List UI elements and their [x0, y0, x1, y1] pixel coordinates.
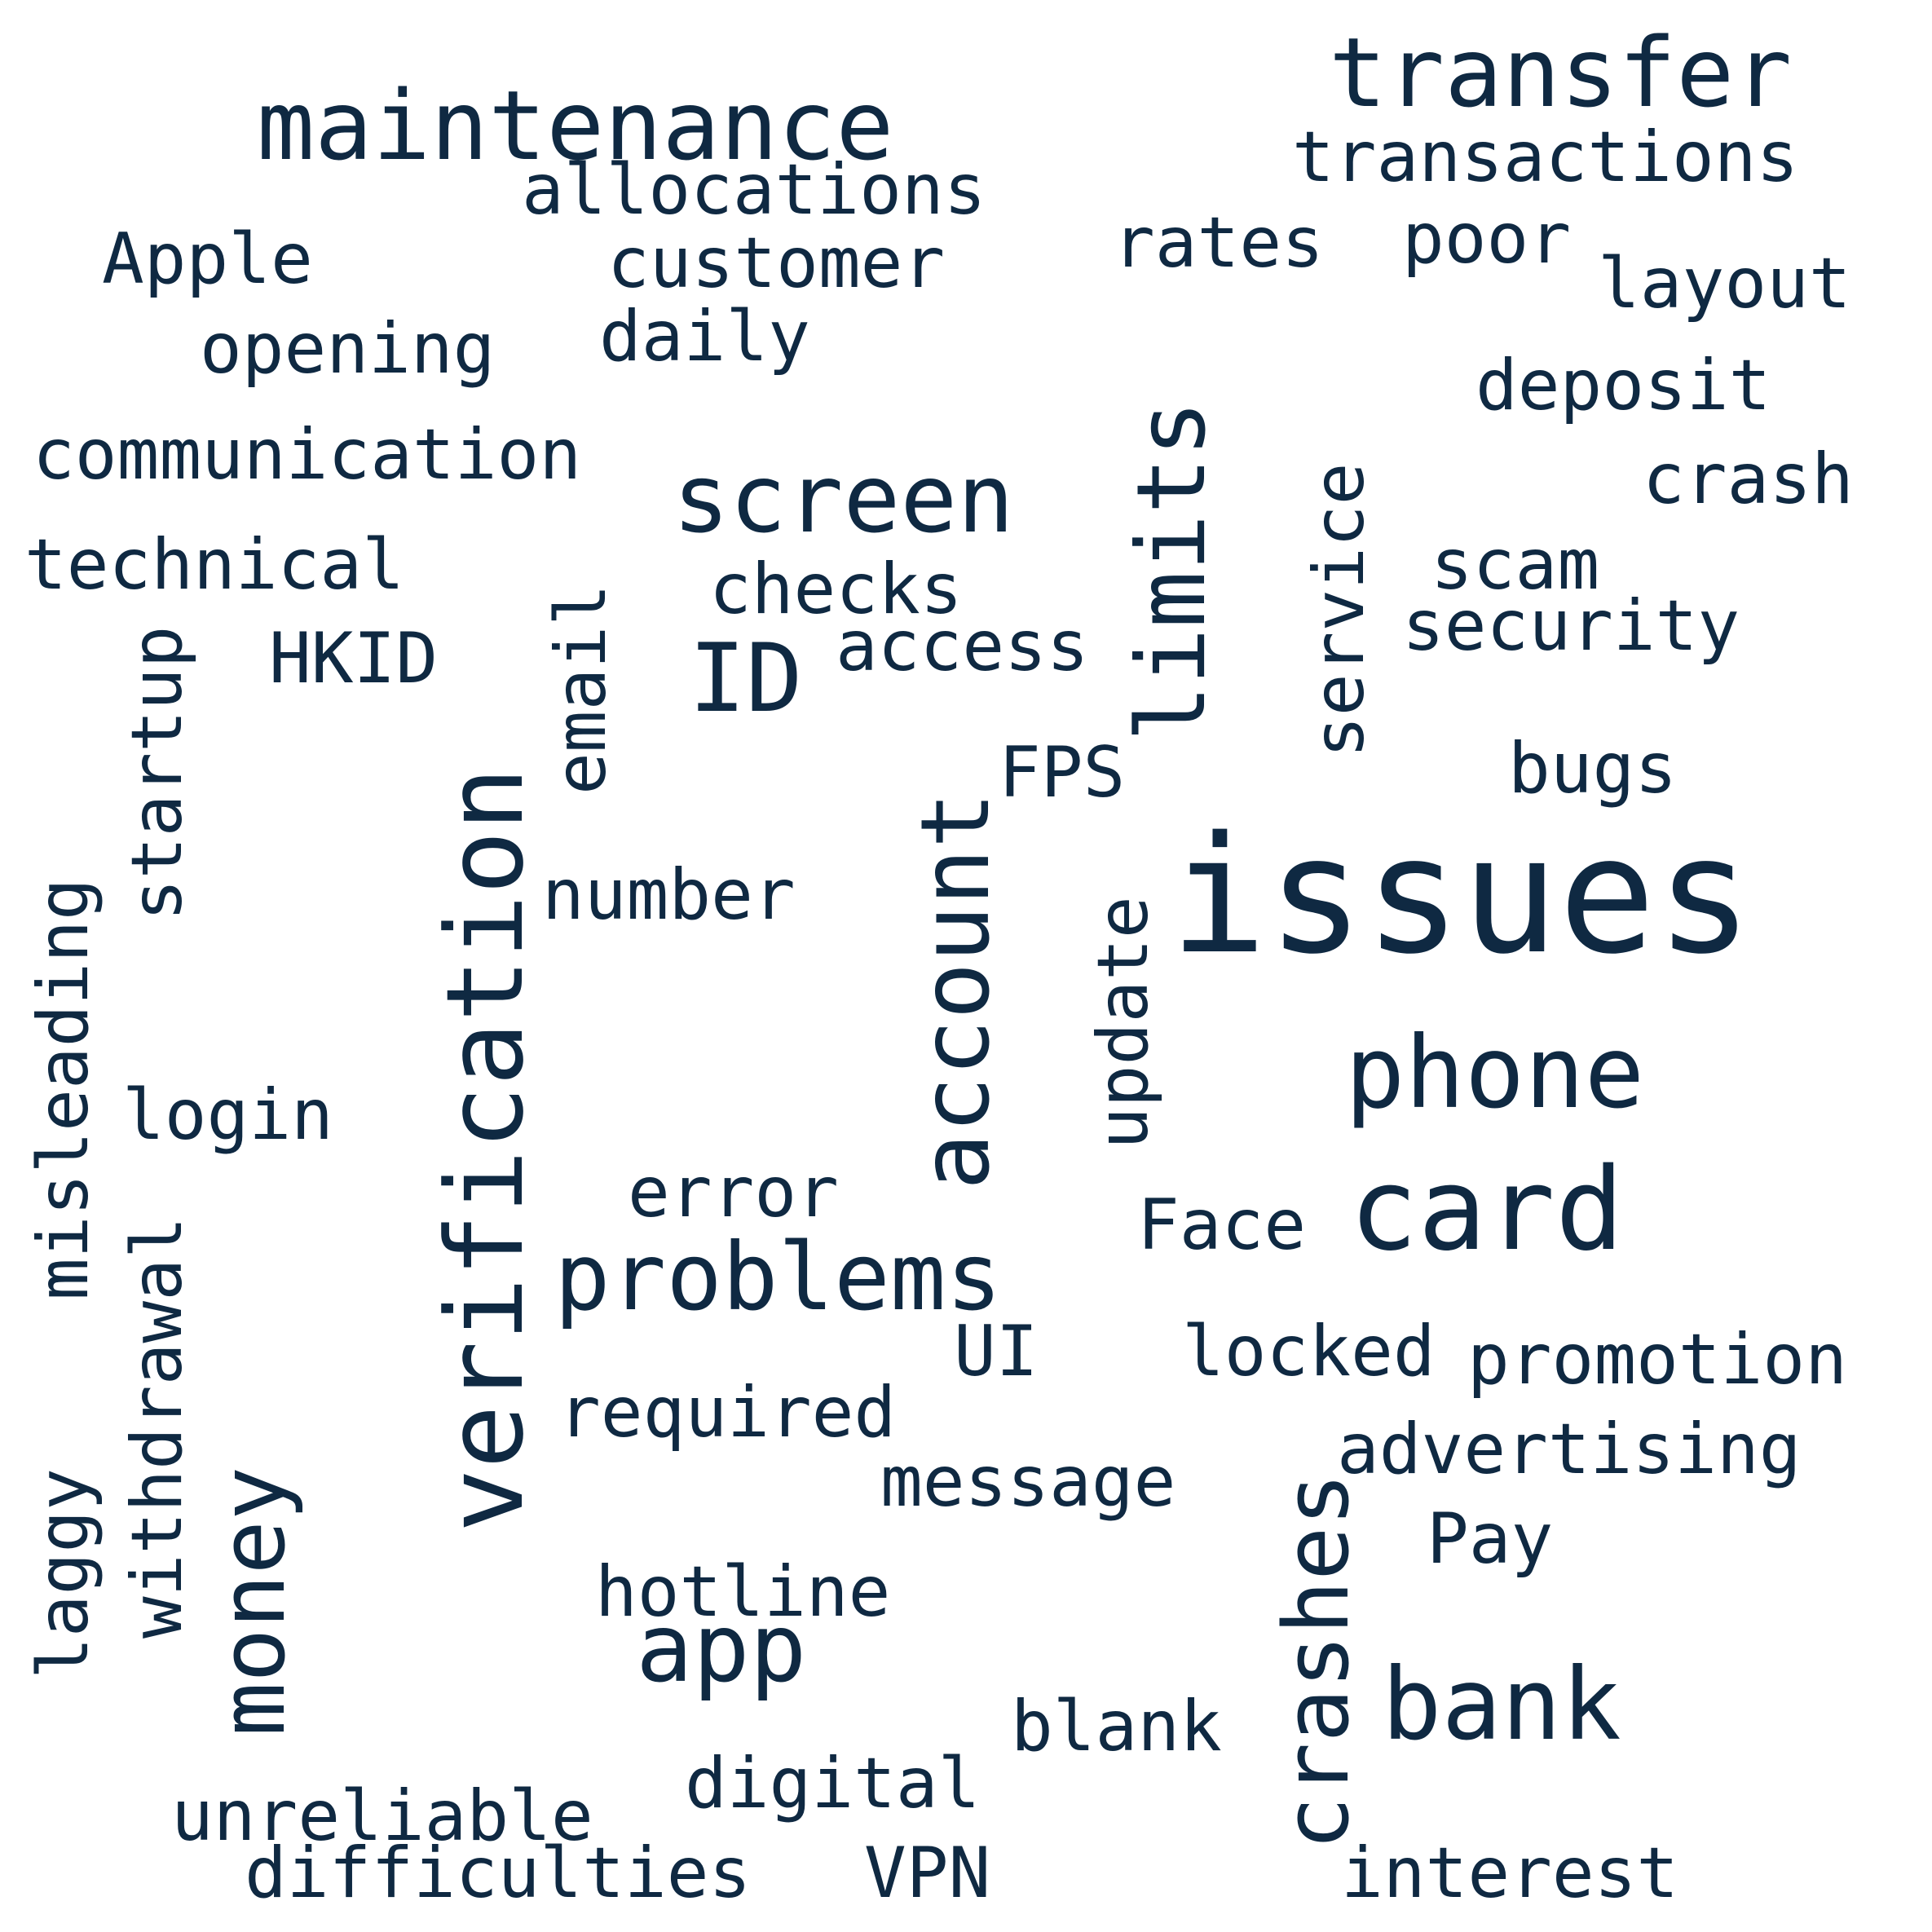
- word-hkid: HKID: [269, 618, 439, 699]
- word-startup: startup: [117, 625, 198, 921]
- word-communication: communication: [33, 414, 582, 496]
- word-required: required: [558, 1372, 897, 1453]
- word-misleading: misleading: [23, 878, 104, 1300]
- word-rates: rates: [1113, 202, 1324, 284]
- word-laggy: laggy: [23, 1468, 104, 1679]
- word-checks: checks: [709, 549, 963, 630]
- word-email: email: [540, 584, 622, 795]
- word-phone: phone: [1345, 1015, 1645, 1131]
- word-deposit: deposit: [1475, 345, 1771, 426]
- word-update: update: [1083, 896, 1164, 1149]
- word-withdrawal: withdrawal: [117, 1216, 198, 1639]
- word-account: account: [901, 792, 1011, 1190]
- word-face: Face: [1137, 1184, 1307, 1266]
- word-transfer: transfer: [1329, 16, 1793, 129]
- word-daily: daily: [599, 296, 810, 377]
- word-problems: problems: [554, 1223, 1003, 1331]
- word-card: card: [1349, 1144, 1625, 1277]
- word-apple: Apple: [102, 218, 313, 300]
- word-verification: verification: [423, 766, 547, 1533]
- word-pay: Pay: [1427, 1498, 1554, 1580]
- word-poor: poor: [1402, 198, 1572, 280]
- word-limits: limits: [1117, 399, 1227, 742]
- word-message: message: [880, 1441, 1176, 1523]
- word-login: login: [122, 1074, 333, 1156]
- word-bank: bank: [1382, 1647, 1621, 1762]
- word-service: service: [1299, 462, 1380, 758]
- word-crashes: crashes: [1264, 1472, 1369, 1850]
- word-access: access: [836, 606, 1089, 687]
- word-opening: opening: [200, 308, 496, 390]
- word-issues: issues: [1170, 801, 1753, 990]
- word-scam: scam: [1431, 524, 1600, 606]
- word-ui: UI: [954, 1311, 1039, 1392]
- word-digital: digital: [685, 1743, 981, 1824]
- word-bugs: bugs: [1508, 728, 1678, 809]
- word-number: number: [542, 854, 796, 936]
- word-maintenance: maintenance: [257, 69, 894, 182]
- word-error: error: [628, 1152, 839, 1233]
- word-difficulties: difficulties: [245, 1833, 752, 1914]
- word-promotion: promotion: [1467, 1319, 1847, 1400]
- word-layout: layout: [1598, 243, 1851, 324]
- word-security: security: [1402, 585, 1740, 667]
- word-app: app: [636, 1594, 807, 1704]
- word-technical: technical: [24, 524, 404, 606]
- word-customer: customer: [607, 223, 946, 304]
- word-fps: FPS: [999, 732, 1126, 814]
- word-allocations: allocations: [522, 149, 986, 231]
- word-id: ID: [689, 624, 803, 734]
- word-advertising: advertising: [1337, 1409, 1802, 1490]
- word-vpn: VPN: [864, 1833, 991, 1914]
- word-interest: interest: [1341, 1833, 1679, 1914]
- word-blank: blank: [1011, 1686, 1222, 1767]
- word-hotline: hotline: [595, 1551, 891, 1633]
- word-money: money: [201, 1466, 305, 1736]
- word-transactions: transactions: [1292, 117, 1799, 198]
- word-locked: locked: [1182, 1311, 1436, 1392]
- word-unreliable: unreliable: [171, 1775, 593, 1857]
- word-screen: screen: [673, 444, 1015, 554]
- word-crash: crash: [1643, 439, 1854, 520]
